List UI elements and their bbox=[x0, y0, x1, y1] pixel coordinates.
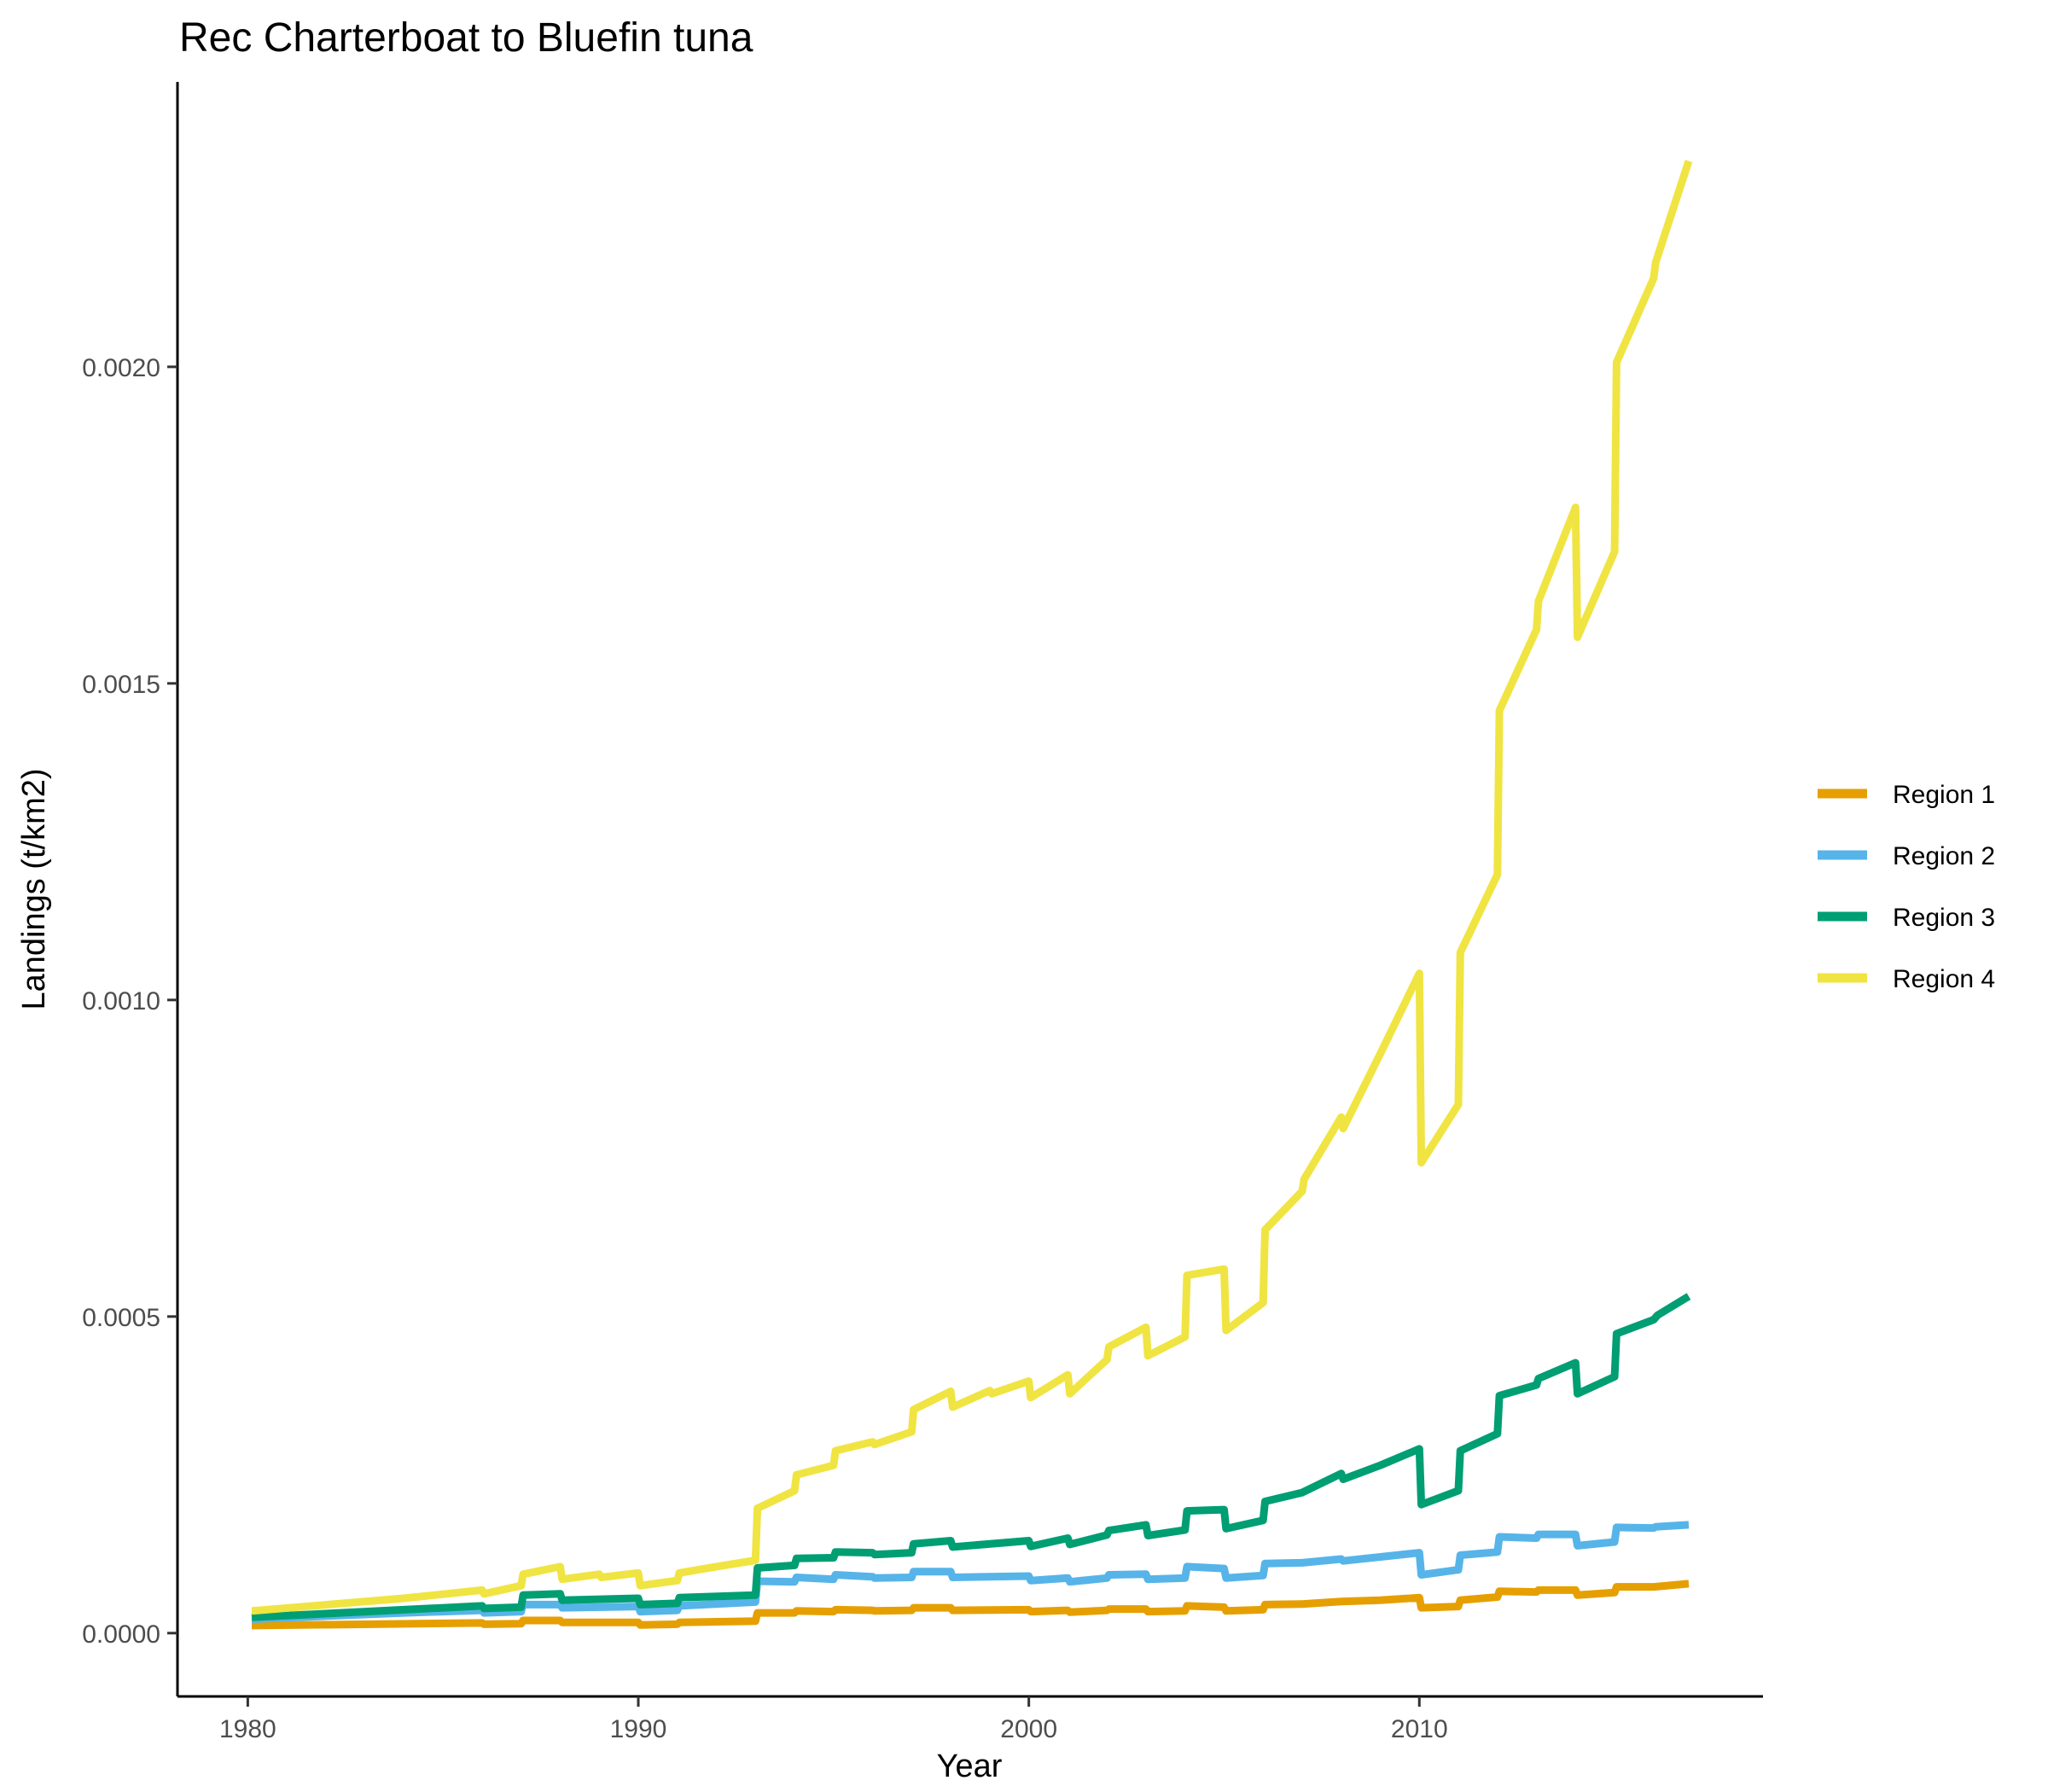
x-tick-label: 2000 bbox=[1000, 1715, 1057, 1743]
legend-label-region-1: Region 1 bbox=[1893, 781, 1995, 809]
legend-label-region-4: Region 4 bbox=[1893, 965, 1995, 993]
series-line-region-2 bbox=[251, 1521, 1690, 1623]
legend: Region 1 Region 2 Region 3 Region 4 bbox=[1818, 781, 1995, 993]
series-layer bbox=[251, 160, 1693, 1630]
y-axis-title: Landings (t/km2) bbox=[16, 768, 52, 1009]
x-tick-label: 1990 bbox=[610, 1715, 667, 1743]
series-line-region-4 bbox=[251, 160, 1693, 1615]
x-tick-label: 1980 bbox=[219, 1715, 276, 1743]
y-tick-label: 0.0005 bbox=[82, 1304, 160, 1332]
y-tick-label: 0.0000 bbox=[82, 1620, 160, 1649]
legend-label-region-3: Region 3 bbox=[1893, 904, 1995, 932]
legend-label-region-2: Region 2 bbox=[1893, 842, 1995, 870]
series-line-region-1 bbox=[251, 1580, 1690, 1630]
x-axis-ticks: 1980 1990 2000 2010 bbox=[219, 1696, 1448, 1743]
y-tick-label: 0.0020 bbox=[82, 354, 160, 382]
series-line-region-3 bbox=[251, 1293, 1691, 1621]
chart-title: Rec Charterboat to Bluefin tuna bbox=[179, 15, 753, 61]
x-axis-title: Year bbox=[937, 1748, 1003, 1784]
y-tick-label: 0.0015 bbox=[82, 671, 160, 699]
y-tick-label: 0.0010 bbox=[82, 987, 160, 1015]
y-axis-ticks: 0.0000 0.0005 0.0010 0.0015 0.0020 bbox=[82, 354, 177, 1649]
plot-area: 1980 1990 2000 2010 0.0000 0.0005 0.0010 0.001… bbox=[82, 82, 1763, 1743]
x-tick-label: 2010 bbox=[1391, 1715, 1448, 1743]
